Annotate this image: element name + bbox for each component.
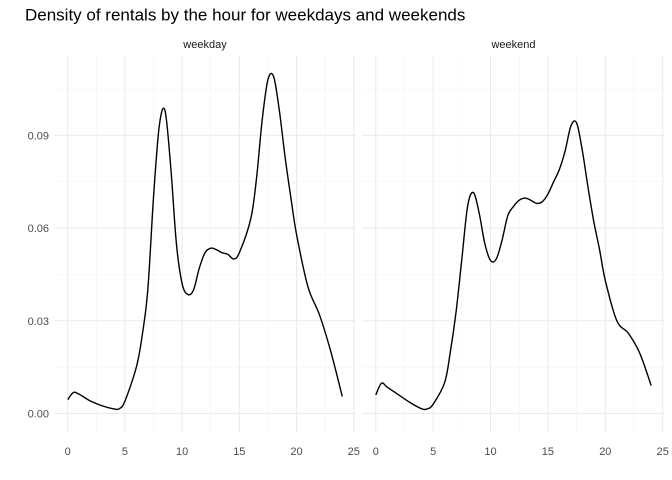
x-tick-label: 15 — [233, 446, 245, 458]
x-axis-ticks-weekday: 0 5 10 15 20 25 — [65, 446, 360, 458]
x-tick-label: 25 — [657, 446, 669, 458]
density-curve-weekend — [375, 120, 652, 411]
y-tick-label: 0.06 — [28, 223, 49, 235]
x-tick-label: 25 — [348, 446, 360, 458]
x-tick-label: 15 — [542, 446, 554, 458]
x-tick-label: 10 — [176, 446, 188, 458]
density-curve-weekday — [67, 72, 343, 411]
x-tick-label: 20 — [599, 446, 611, 458]
facet-panel-weekday: weekday 0 5 10 15 20 25 — [54, 39, 360, 458]
x-tick-label: 0 — [65, 446, 71, 458]
x-tick-label: 5 — [122, 446, 128, 458]
y-tick-label: 0.03 — [28, 316, 49, 328]
gridlines-weekday — [54, 55, 356, 432]
y-axis-ticks: 0.00 0.03 0.06 0.09 — [28, 130, 49, 420]
gridlines-weekend — [362, 55, 665, 432]
x-tick-label: 20 — [290, 446, 302, 458]
facet-panel-weekend: weekend 0 5 10 15 20 25 — [362, 39, 669, 458]
y-tick-label: 0.09 — [28, 130, 49, 142]
facet-strip-label-weekend: weekend — [490, 39, 535, 51]
x-tick-label: 5 — [430, 446, 436, 458]
y-tick-label: 0.00 — [28, 408, 49, 420]
x-tick-label: 10 — [484, 446, 496, 458]
x-tick-label: 0 — [373, 446, 379, 458]
x-axis-ticks-weekend: 0 5 10 15 20 25 — [373, 446, 669, 458]
chart-title: Density of rentals by the hour for weekd… — [25, 6, 465, 25]
facet-strip-label-weekday: weekday — [182, 39, 227, 51]
